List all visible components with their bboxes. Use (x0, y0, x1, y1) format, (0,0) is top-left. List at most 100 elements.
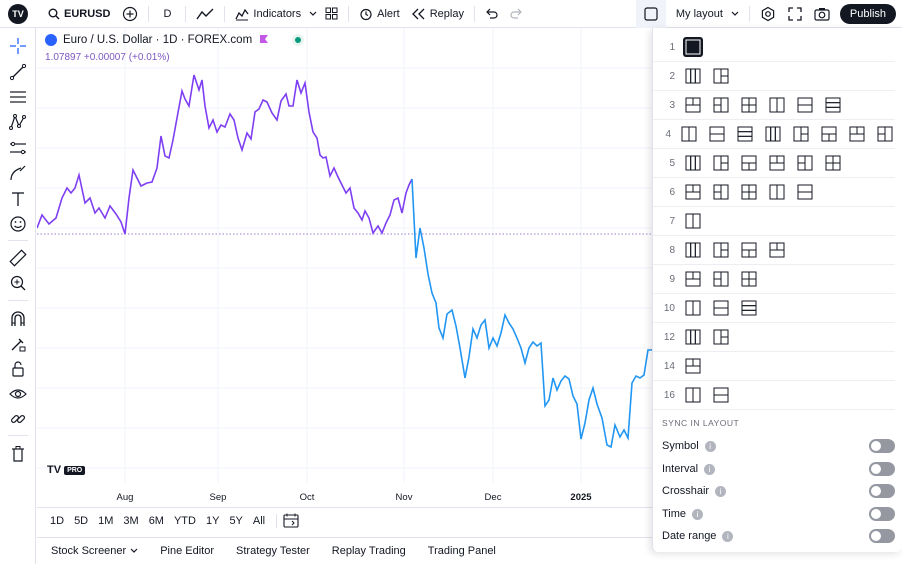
measure-tool[interactable] (8, 248, 28, 268)
info-icon[interactable]: i (704, 463, 716, 475)
zoom-tool[interactable] (8, 273, 28, 293)
layout-option-button[interactable] (767, 240, 787, 260)
indicators-button[interactable]: Indicators (229, 0, 307, 28)
layout-option-button[interactable] (683, 356, 703, 376)
snapshot-button[interactable] (808, 0, 836, 28)
sync-date-range-toggle[interactable] (869, 529, 895, 543)
layout-option-button[interactable] (711, 240, 731, 260)
layout-option-button[interactable] (683, 327, 703, 347)
tab-trading-panel[interactable]: Trading Panel (427, 545, 496, 557)
forecast-tool[interactable] (8, 138, 28, 158)
hide-drawings-tool[interactable] (8, 384, 28, 404)
layout-option-button[interactable] (739, 182, 759, 202)
layout-option-button[interactable] (711, 182, 731, 202)
layout-option-button[interactable] (739, 269, 759, 289)
remove-drawings-tool[interactable] (8, 444, 28, 464)
layout-option-button[interactable] (763, 124, 783, 144)
layout-option-button[interactable] (683, 385, 703, 405)
sync-drawings-tool[interactable] (8, 409, 28, 429)
layout-option-button[interactable] (711, 66, 731, 86)
layout-option-button[interactable] (795, 95, 815, 115)
layout-option-button[interactable] (679, 124, 699, 144)
layout-option-button[interactable] (683, 269, 703, 289)
timeframe-5d[interactable]: 5D (74, 514, 89, 527)
timeframe-all[interactable]: All (252, 514, 266, 527)
layout-option-button[interactable] (739, 153, 759, 173)
layout-option-button[interactable] (875, 124, 895, 144)
layout-option-button[interactable] (683, 37, 703, 57)
compare-button[interactable] (116, 0, 144, 28)
sync-symbol-toggle[interactable] (869, 439, 895, 453)
layout-name-button[interactable]: My layout (666, 0, 745, 28)
layout-option-button[interactable] (739, 240, 759, 260)
layout-option-button[interactable] (767, 182, 787, 202)
settings-button[interactable] (754, 0, 782, 28)
templates-button[interactable] (319, 0, 344, 28)
layout-option-button[interactable] (795, 153, 815, 173)
sync-symbol[interactable]: Symbol i (662, 436, 895, 456)
layout-option-button[interactable] (711, 385, 731, 405)
magnet-tool[interactable] (8, 309, 28, 329)
indicators-dropdown[interactable] (307, 0, 319, 28)
timeframe-3m[interactable]: 3M (123, 514, 139, 527)
layout-option-button[interactable] (735, 124, 755, 144)
fib-tool[interactable] (8, 87, 28, 107)
layout-option-button[interactable] (683, 66, 703, 86)
timeframe-1d[interactable]: 1D (50, 514, 65, 527)
info-icon[interactable]: i (704, 440, 716, 452)
sync-date-range[interactable]: Date range i (662, 526, 895, 546)
layout-option-button[interactable] (683, 211, 703, 231)
info-icon[interactable]: i (692, 508, 704, 520)
sync-crosshair[interactable]: Crosshair i (662, 481, 895, 501)
legend-title[interactable]: Euro / U.S. Dollar · 1D · FOREX.com (63, 34, 253, 46)
bookmark-flag-icon[interactable] (258, 34, 270, 46)
layout-option-button[interactable] (795, 182, 815, 202)
timeframe-1y[interactable]: 1Y (205, 514, 220, 527)
layout-select-button[interactable] (635, 0, 666, 28)
chart-pane[interactable]: Euro / U.S. Dollar · 1D · FOREX.com 1.07… (37, 28, 652, 506)
layout-option-button[interactable] (823, 153, 843, 173)
timeframe-5y[interactable]: 5Y (229, 514, 243, 527)
layout-option-button[interactable] (711, 95, 731, 115)
layout-option-button[interactable] (711, 153, 731, 173)
sync-time[interactable]: Time i (662, 504, 895, 524)
stay-drawing-tool[interactable] (8, 334, 28, 354)
chart-type-button[interactable] (190, 0, 220, 28)
fullscreen-button[interactable] (782, 0, 808, 28)
tab-stock-screener[interactable]: Stock Screener (43, 545, 146, 557)
layout-option-button[interactable] (711, 298, 731, 318)
layout-option-button[interactable] (819, 124, 839, 144)
layout-option-button[interactable] (683, 298, 703, 318)
price-chart[interactable] (37, 28, 652, 506)
timeframe-1m[interactable]: 1M (98, 514, 114, 527)
sync-interval-toggle[interactable] (869, 462, 895, 476)
layout-option-button[interactable] (767, 153, 787, 173)
layout-option-button[interactable] (711, 269, 731, 289)
tradingview-logo[interactable]: TV (8, 3, 28, 24)
info-icon[interactable]: i (715, 485, 727, 497)
sync-crosshair-toggle[interactable] (869, 484, 895, 498)
lock-drawings-tool[interactable] (8, 359, 28, 379)
timeframe-ytd[interactable]: YTD (173, 514, 196, 527)
layout-option-button[interactable] (683, 95, 703, 115)
tab-replay-trading[interactable]: Replay Trading (331, 545, 406, 557)
symbol-search-button[interactable]: EURUSD (42, 0, 116, 28)
layout-option-button[interactable] (847, 124, 867, 144)
text-tool[interactable] (8, 189, 28, 209)
layout-option-button[interactable] (767, 95, 787, 115)
trend-line-tool[interactable] (8, 62, 28, 82)
redo-button[interactable] (504, 0, 529, 28)
sync-interval[interactable]: Interval i (662, 459, 895, 479)
pattern-tool[interactable] (8, 112, 28, 132)
layout-option-button[interactable] (823, 95, 843, 115)
layout-option-button[interactable] (707, 124, 727, 144)
layout-option-button[interactable] (683, 240, 703, 260)
layout-option-button[interactable] (683, 182, 703, 202)
layout-option-button[interactable] (683, 153, 703, 173)
tab-strategy-tester[interactable]: Strategy Tester (236, 545, 310, 557)
replay-button[interactable]: Replay (406, 0, 470, 28)
crosshair-tool[interactable] (8, 36, 28, 56)
go-to-date-button[interactable] (283, 513, 299, 528)
emoji-tool[interactable] (8, 214, 28, 234)
layout-option-button[interactable] (711, 327, 731, 347)
